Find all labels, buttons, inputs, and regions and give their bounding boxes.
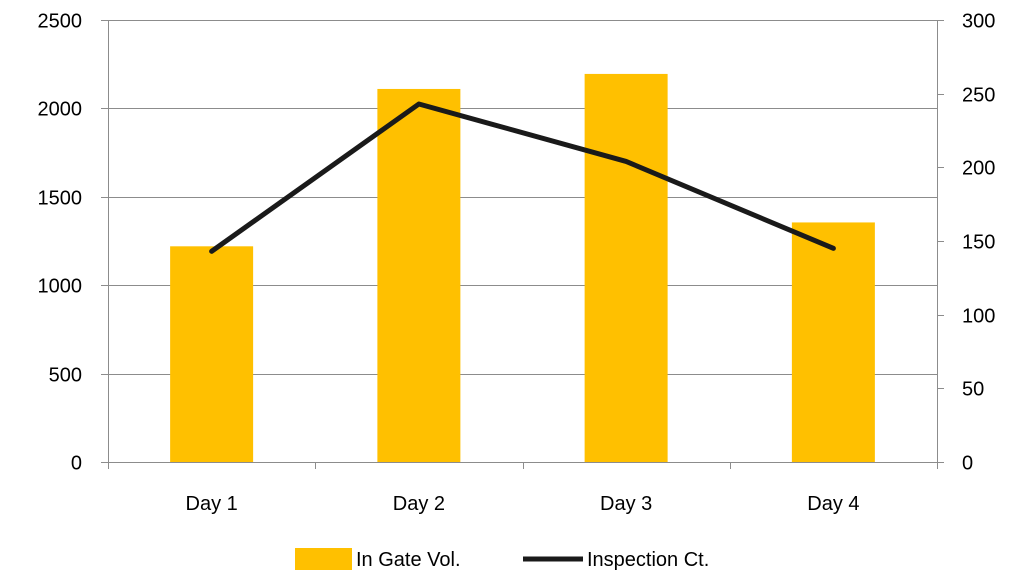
x-tick-label: Day 4	[807, 493, 859, 515]
y-left-tick-label: 500	[49, 365, 82, 387]
tick-labels: 0 500 1000 1500 2000 2500 0 50 100 150 200 250 300 Da…	[38, 11, 996, 516]
legend: In Gate Vol. Inspection Ct.	[295, 548, 709, 571]
legend-label-line: Inspection Ct.	[587, 549, 709, 571]
y-right-tick-label: 100	[962, 306, 995, 328]
bar	[377, 88, 461, 463]
y-right-tick-label: 250	[962, 85, 995, 107]
x-tick-label: Day 2	[393, 493, 445, 515]
x-tick-label: Day 1	[186, 493, 238, 515]
x-tick-label: Day 3	[600, 493, 652, 515]
bar-series	[170, 73, 875, 463]
legend-swatch-bar	[295, 548, 352, 570]
y-left-tick-label: 2500	[38, 11, 83, 33]
axes	[101, 20, 944, 469]
bar	[170, 246, 254, 462]
y-right-tick-label: 0	[962, 453, 973, 475]
y-right-tick-label: 50	[962, 379, 984, 401]
y-left-tick-label: 0	[71, 453, 82, 475]
y-left-tick-label: 2000	[38, 99, 83, 121]
y-left-tick-label: 1500	[38, 188, 83, 210]
y-left-tick-label: 1000	[38, 276, 83, 298]
y-right-tick-label: 150	[962, 232, 995, 254]
y-right-tick-label: 300	[962, 11, 995, 33]
y-right-tick-label: 200	[962, 158, 995, 180]
legend-label-bar: In Gate Vol.	[356, 549, 461, 571]
bar	[584, 73, 668, 462]
bar	[791, 222, 875, 462]
line-series	[209, 101, 836, 254]
line-series-path	[209, 101, 836, 254]
